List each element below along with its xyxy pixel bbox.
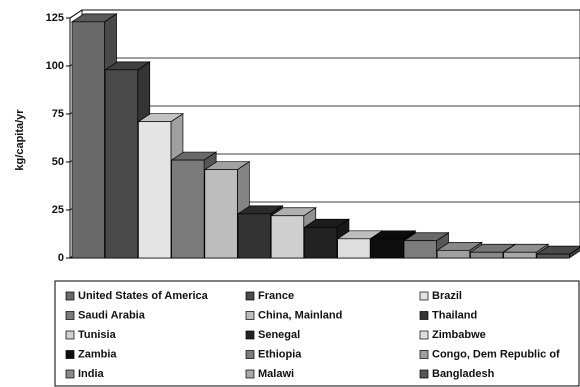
legend-label: United States of America — [78, 290, 209, 302]
y-tick-label: 75 — [52, 108, 64, 120]
y-tick-label: 25 — [52, 204, 64, 216]
legend-label: Tunisia — [78, 329, 117, 341]
legend-label: Bangladesh — [432, 368, 495, 380]
legend-swatch — [245, 311, 255, 320]
legend-label: China, Mainland — [258, 309, 342, 321]
legend-swatch — [65, 311, 75, 320]
y-tick-label: 100 — [46, 60, 64, 72]
bar — [536, 253, 570, 259]
legend-swatch — [419, 350, 429, 359]
legend-swatch — [245, 369, 255, 379]
bar — [370, 238, 404, 259]
y-tick-label: 125 — [46, 12, 64, 24]
legend-label: Brazil — [432, 290, 462, 302]
bar — [436, 249, 471, 259]
legend-label: Zimbabwe — [432, 329, 486, 341]
legend-swatch — [419, 369, 429, 379]
bar — [270, 215, 305, 259]
legend-swatch — [245, 330, 255, 340]
bar — [104, 69, 139, 259]
bar — [337, 238, 371, 259]
legend-label: Ethiopia — [258, 348, 302, 360]
legend-label: Thailand — [432, 309, 477, 321]
legend-swatch — [65, 330, 75, 340]
bar — [237, 213, 271, 259]
bar — [171, 159, 205, 259]
bar — [204, 169, 238, 259]
bar — [138, 121, 172, 259]
legend-label: Senegal — [258, 329, 300, 341]
bar — [503, 251, 537, 259]
bar — [304, 226, 338, 259]
y-tick-label: 0 — [58, 252, 64, 264]
legend-swatch — [245, 291, 255, 301]
legend-swatch — [65, 291, 75, 301]
legend-swatch — [245, 350, 255, 359]
legend-swatch — [65, 350, 75, 359]
legend-label: Congo, Dem Republic of — [432, 348, 560, 360]
legend-box — [54, 280, 580, 387]
y-tick-label: 50 — [52, 156, 64, 168]
legend-label: France — [258, 290, 294, 302]
bar — [403, 240, 437, 259]
legend-label: Saudi Arabia — [78, 309, 146, 321]
legend-swatch — [419, 330, 429, 340]
legend-swatch — [65, 369, 75, 379]
legend-label: Zambia — [78, 348, 117, 360]
legend-label: Malawi — [258, 368, 294, 380]
legend-swatch — [419, 311, 429, 320]
bar — [71, 21, 105, 259]
y-axis-label: kg/capita/yr — [14, 109, 26, 171]
bar — [470, 251, 504, 259]
grid-line-side — [69, 9, 83, 19]
legend-swatch — [419, 291, 429, 301]
legend-label: India — [78, 368, 105, 380]
